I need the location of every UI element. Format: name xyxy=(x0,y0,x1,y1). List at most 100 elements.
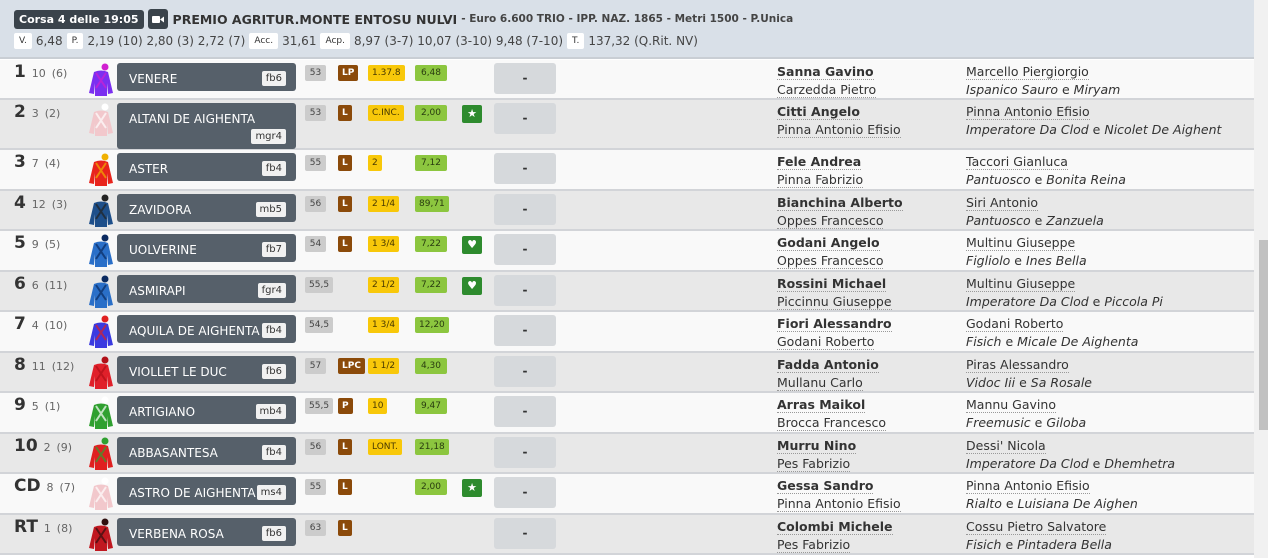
trainer-link[interactable]: Oppes Francesco xyxy=(777,253,884,269)
horse-name-button[interactable]: ALTANI DE AIGHENTA mgr4 xyxy=(117,103,296,149)
runner-position: 10 2 (9) xyxy=(14,436,73,456)
horse-name-button[interactable]: ZAVIDORA mb5 xyxy=(117,194,296,222)
distance-badge: 1 3/4 xyxy=(368,317,400,333)
race-title: PREMIO AGRITUR.MONTE ENTOSU NULVI xyxy=(172,11,458,27)
jockey-silk-icon xyxy=(88,315,114,353)
trainer-link[interactable]: Piccinnu Giuseppe xyxy=(777,294,892,310)
horse-tag: fb7 xyxy=(261,242,286,257)
horse-name-button[interactable]: VERBENA ROSA fb6 xyxy=(117,518,296,546)
jockey-link[interactable]: Fele Andrea xyxy=(777,154,862,170)
trainer-link[interactable]: Godani Roberto xyxy=(777,334,875,350)
connector: e xyxy=(1061,82,1070,97)
odds-badge: 89,71 xyxy=(415,196,449,212)
video-camera-icon[interactable] xyxy=(147,9,168,29)
jockey-link[interactable]: Gessa Sandro xyxy=(777,478,874,494)
owner-link[interactable]: Pinna Antonio Efisio xyxy=(966,478,1090,494)
bet-button[interactable]: - xyxy=(494,356,556,387)
horse-name-button[interactable]: UOLVERINE fb7 xyxy=(117,234,296,262)
odds-badge: 21,18 xyxy=(415,439,449,455)
jockey-link[interactable]: Sanna Gavino xyxy=(777,64,874,80)
star-icon[interactable]: ★ xyxy=(462,479,482,497)
jockey-link[interactable]: Godani Angelo xyxy=(777,235,880,251)
horse-name-button[interactable]: ASTRO DE AIGHENTA ms4 xyxy=(117,477,296,505)
dam-name: Giloba xyxy=(1046,415,1087,430)
weight-badge: 54,5 xyxy=(305,317,334,333)
bet-button[interactable]: - xyxy=(494,194,556,225)
owner-link[interactable]: Cossu Pietro Salvatore xyxy=(966,519,1107,535)
sire-name: Freemusic xyxy=(966,415,1031,430)
bet-button[interactable]: - xyxy=(494,396,556,427)
bet-button[interactable]: - xyxy=(494,234,556,265)
runner-position: 9 5 (1) xyxy=(14,395,61,415)
trainer-link[interactable]: Carzedda Pietro xyxy=(777,82,877,98)
jockey-link[interactable]: Fiori Alessandro xyxy=(777,316,892,332)
weight-badge: 56 xyxy=(305,196,326,212)
distance-badge: 1.37.8 xyxy=(368,65,405,81)
quote-label: P. xyxy=(66,33,84,49)
trainer-link[interactable]: Pes Fabrizio xyxy=(777,537,851,553)
jockey-link[interactable]: Citti Angelo xyxy=(777,104,860,120)
horse-name-button[interactable]: ABBASANTESA fb4 xyxy=(117,437,296,465)
horse-name-button[interactable]: ARTIGIANO mb4 xyxy=(117,396,296,424)
horse-tag: ms4 xyxy=(256,485,286,500)
bet-button[interactable]: - xyxy=(494,315,556,346)
horse-name-button[interactable]: AQUILA DE AIGHENTA fb4 xyxy=(117,315,296,343)
owner-link[interactable]: Godani Roberto xyxy=(966,316,1064,332)
jockey-link[interactable]: Murru Nino xyxy=(777,438,857,454)
trainer-link[interactable]: Oppes Francesco xyxy=(777,213,884,229)
race-time-badge[interactable]: Corsa 4 delle 19:05 xyxy=(14,9,144,29)
bet-button[interactable]: - xyxy=(494,153,556,184)
owner-link[interactable]: Pinna Antonio Efisio xyxy=(966,104,1090,120)
jockey-link[interactable]: Colombi Michele xyxy=(777,519,893,535)
owner-link[interactable]: Multinu Giuseppe xyxy=(966,235,1076,251)
weight-badge: 55 xyxy=(305,155,326,171)
trainer-link[interactable]: Mullanu Carlo xyxy=(777,375,863,391)
jockey-link[interactable]: Fadda Antonio xyxy=(777,357,879,373)
star-icon[interactable]: ★ xyxy=(462,105,482,123)
odds-badge: 2,00 xyxy=(415,105,447,121)
owner-link[interactable]: Taccori Gianluca xyxy=(966,154,1068,170)
owner-link[interactable]: Dessi' Nicola xyxy=(966,438,1046,454)
horse-name-button[interactable]: VENERE fb6 xyxy=(117,63,296,91)
horse-name-button[interactable]: ASTER fb4 xyxy=(117,153,296,181)
horse-tag: fgr4 xyxy=(257,283,286,298)
bet-button[interactable]: - xyxy=(494,63,556,94)
bet-button[interactable]: - xyxy=(494,518,556,549)
bet-button[interactable]: - xyxy=(494,103,556,134)
equipment-badge: L xyxy=(338,520,352,536)
trainer-link[interactable]: Pes Fabrizio xyxy=(777,456,851,472)
jockey-link[interactable]: Arras Maikol xyxy=(777,397,866,413)
owner-link[interactable]: Piras Alessandro xyxy=(966,357,1069,373)
sire-name: Imperatore Da Clod xyxy=(966,294,1089,309)
jockey-link[interactable]: Bianchina Alberto xyxy=(777,195,903,211)
owner-link[interactable]: Siri Antonio xyxy=(966,195,1039,211)
runner-row: 2 3 (2) ALTANI DE AIGHENTA mgr4 53 L C.IN… xyxy=(0,100,1254,150)
owner-link[interactable]: Marcello Piergiorgio xyxy=(966,64,1089,80)
runner-position: RT 1 (8) xyxy=(14,517,73,537)
dam-name: Dhemhetra xyxy=(1104,456,1176,471)
trainer-link[interactable]: Brocca Francesco xyxy=(777,415,887,431)
bet-button[interactable]: - xyxy=(494,477,556,508)
bet-button[interactable]: - xyxy=(494,437,556,468)
horse-name-button[interactable]: VIOLLET LE DUC fb6 xyxy=(117,356,296,384)
heart-icon[interactable]: ♥ xyxy=(462,236,482,254)
heart-icon[interactable]: ♥ xyxy=(462,277,482,295)
odds-badge: 7,22 xyxy=(415,277,447,293)
bet-button[interactable]: - xyxy=(494,275,556,306)
trainer-link[interactable]: Pinna Antonio Efisio xyxy=(777,122,901,138)
trainer-link[interactable]: Pinna Antonio Efisio xyxy=(777,496,901,512)
trainer-link[interactable]: Pinna Fabrizio xyxy=(777,172,864,188)
jockey-link[interactable]: Rossini Michael xyxy=(777,276,887,292)
race-subtitle: - Euro 6.600 TRIO - IPP. NAZ. 1865 - Met… xyxy=(461,13,794,25)
horse-name-button[interactable]: ASMIRAPI fgr4 xyxy=(117,275,296,303)
distance-badge: 1 1/2 xyxy=(368,358,400,374)
horse-name: ZAVIDORA xyxy=(129,203,192,217)
owner-link[interactable]: Mannu Gavino xyxy=(966,397,1056,413)
runner-row: 4 12 (3) ZAVIDORA mb5 56 L 2 1/4 89,71 - … xyxy=(0,191,1254,231)
scrollbar-thumb[interactable] xyxy=(1259,240,1268,430)
quote-label: T. xyxy=(567,33,585,49)
owner-link[interactable]: Multinu Giuseppe xyxy=(966,276,1076,292)
odds-badge: 4,30 xyxy=(415,358,447,374)
race-header: Corsa 4 delle 19:05 PREMIO AGRITUR.MONTE… xyxy=(0,0,1254,59)
race-quotes: V. 6,48 P. 2,19 (10) 2,80 (3) 2,72 (7) Acc. 3… xyxy=(14,31,1254,51)
